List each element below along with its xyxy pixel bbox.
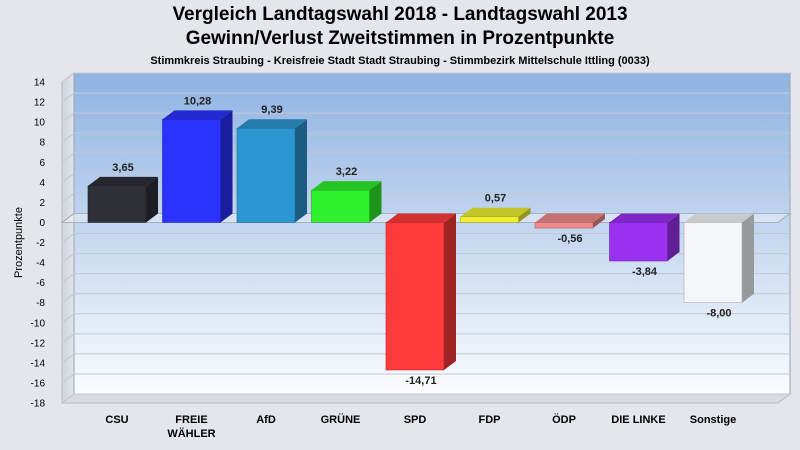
gridline	[61, 152, 790, 163]
gridline	[61, 293, 790, 304]
bar-0	[87, 176, 158, 223]
y-tick-label: -2	[36, 238, 45, 249]
bar-side	[295, 119, 307, 223]
gridline	[61, 72, 790, 83]
category-label: GRÜNE	[321, 413, 361, 426]
gridline	[61, 313, 790, 324]
bar-side	[146, 176, 158, 223]
data-label: -8,00	[706, 308, 731, 320]
bar-4	[385, 213, 456, 371]
bar-top	[162, 110, 233, 120]
bar-front	[236, 127, 296, 223]
data-label: 3,22	[336, 166, 357, 178]
category-label: ÖDP	[552, 413, 576, 426]
bar-front	[683, 222, 743, 303]
chart-floor	[60, 393, 792, 404]
bar-2	[236, 119, 307, 223]
y-tick-label: 10	[34, 118, 46, 129]
y-tick-label: 8	[39, 138, 45, 149]
bar-front	[609, 222, 668, 262]
bar-5	[460, 207, 531, 223]
chart-title: Vergleich Landtagswahl 2018 - Landtagswa…	[172, 4, 628, 25]
bar-8	[683, 213, 754, 303]
data-label: 10,28	[184, 95, 212, 107]
bar-3	[311, 181, 382, 223]
data-label: 3,65	[112, 162, 133, 174]
bar-side	[593, 213, 605, 229]
bar-side	[444, 213, 456, 370]
y-tick-label: 4	[39, 178, 45, 189]
gridline	[61, 132, 790, 143]
y-tick-label: 2	[39, 198, 45, 209]
data-label: 0,57	[485, 193, 506, 205]
category-label: WÄHLER	[167, 427, 215, 440]
bar-6	[534, 213, 605, 229]
gridline	[61, 333, 790, 344]
gridline	[61, 253, 790, 263]
gridline	[61, 112, 790, 123]
bar-front	[385, 222, 445, 371]
category-label: FDP	[479, 414, 501, 426]
gridline	[61, 233, 790, 243]
bar-top	[609, 213, 680, 223]
data-label: 9,39	[261, 104, 282, 116]
bar-top	[460, 207, 531, 217]
data-label: -3,84	[632, 266, 658, 278]
category-label: CSU	[105, 414, 128, 426]
y-tick-label: -10	[31, 318, 46, 329]
bar-side	[667, 213, 680, 261]
y-tick-label: 0	[39, 218, 45, 229]
y-tick-label: 12	[34, 98, 46, 109]
bar-side	[518, 207, 531, 223]
gridline	[61, 393, 790, 404]
bar-side	[220, 110, 233, 223]
gridline	[61, 373, 790, 384]
chart-subtitle-line: Gewinn/Verlust Zweitstimmen in Prozentpu…	[185, 28, 615, 49]
gridline	[61, 353, 790, 364]
y-tick-label: -18	[31, 399, 46, 410]
chart-subtitle: Stimmkreis Straubing - Kreisfreie Stadt …	[150, 55, 650, 67]
gridline	[61, 172, 790, 183]
category-label: Sonstige	[690, 414, 736, 426]
y-tick-label: -8	[36, 298, 45, 309]
data-label: -14,71	[405, 375, 436, 387]
category-label: SPD	[404, 414, 427, 426]
y-tick-label: 14	[34, 78, 46, 89]
bar-7	[609, 213, 680, 262]
y-tick-label: -16	[31, 378, 46, 389]
category-label: AfD	[256, 414, 276, 426]
bar-front	[460, 216, 519, 223]
bar-front	[534, 222, 594, 229]
y-axis-label: Prozentpunkte	[13, 207, 25, 278]
gridline	[61, 273, 790, 284]
bar-top	[311, 181, 382, 191]
bar-top	[237, 119, 307, 129]
y-tick-label: -6	[36, 278, 45, 289]
gridline	[61, 92, 790, 103]
bar-side	[742, 213, 754, 303]
bar-front	[87, 185, 147, 223]
bar-top	[88, 176, 158, 186]
bar-side	[369, 181, 382, 223]
category-label: FREIE	[175, 414, 207, 426]
bar-top	[535, 213, 605, 223]
bar-front	[162, 119, 221, 223]
data-label: -0,56	[557, 233, 582, 245]
y-tick-label: -12	[31, 338, 46, 349]
y-tick-label: -14	[31, 358, 46, 369]
y-tick-label: -4	[36, 258, 45, 269]
bar-top	[386, 213, 456, 223]
bar-top	[684, 213, 754, 223]
category-label: DIE LINKE	[611, 414, 665, 426]
gridline	[61, 192, 790, 203]
bar-front	[311, 189, 370, 223]
y-tick-label: 6	[39, 158, 45, 169]
bar-1	[162, 110, 233, 223]
